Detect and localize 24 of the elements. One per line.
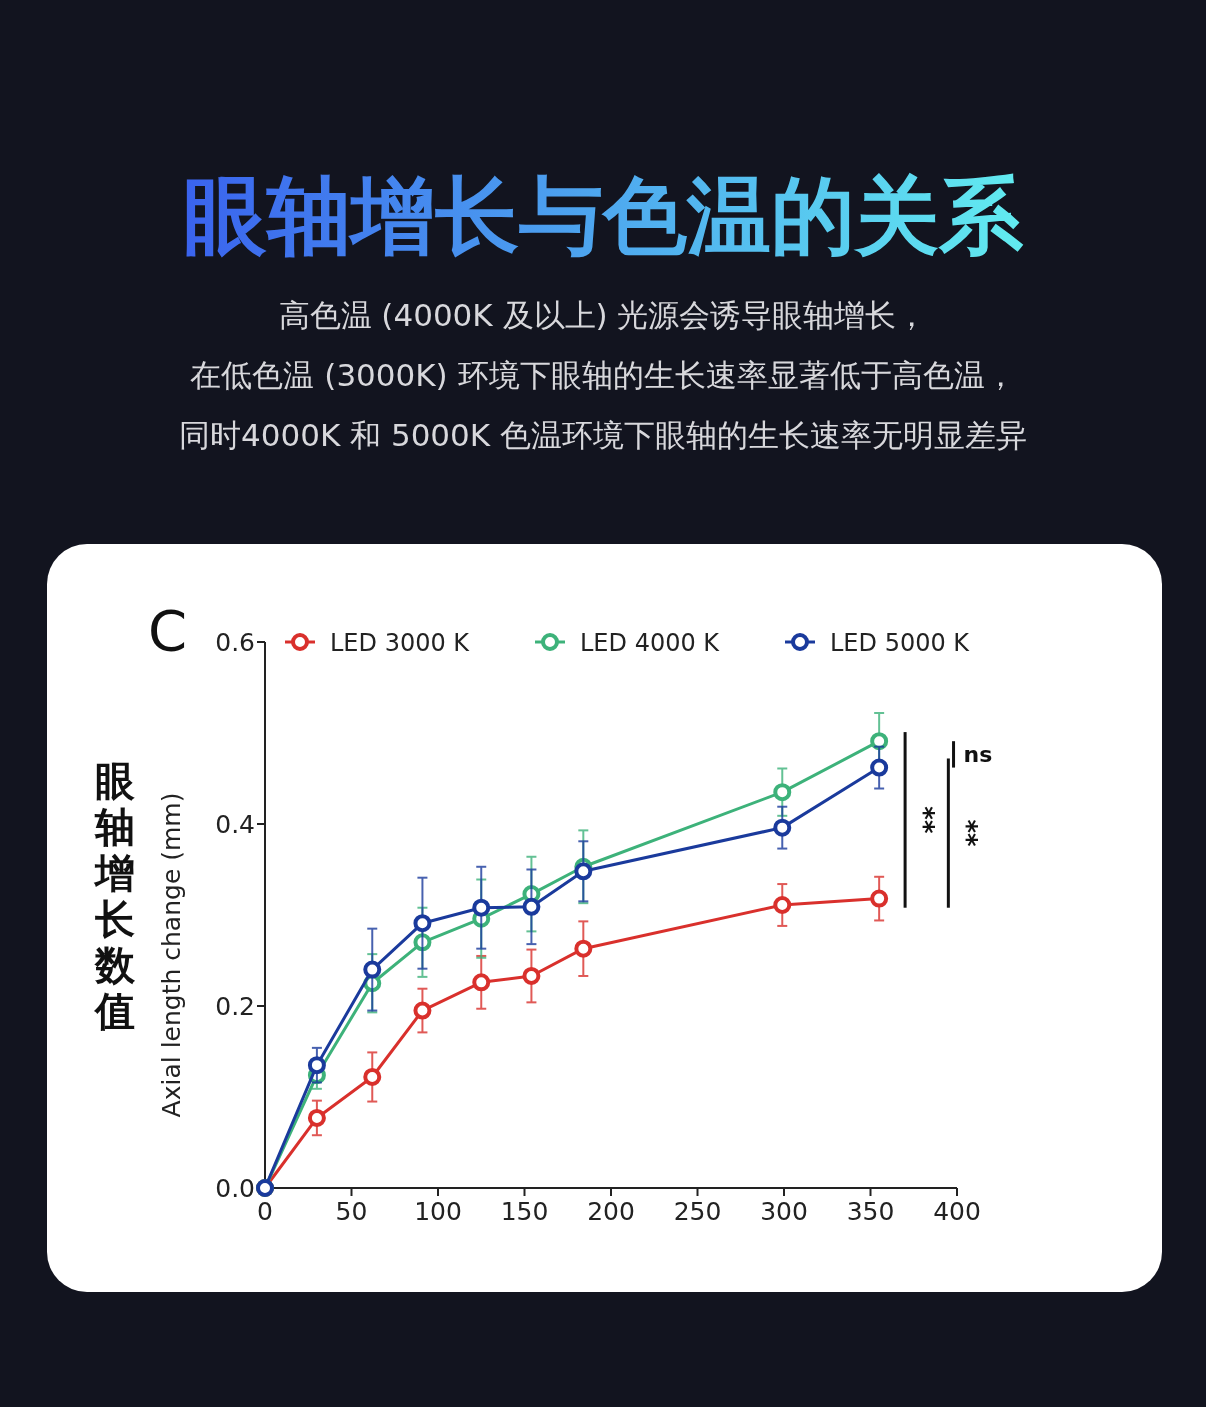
x-tick-label: 150 bbox=[500, 1197, 549, 1226]
y-tick-label: 0.0 bbox=[215, 1174, 255, 1203]
text: ns bbox=[963, 742, 993, 768]
chart-subtitle: 高色温 (4000K 及以上) 光源会诱导眼轴增长，在低色温 (3000K) 环境下眼轴的生长速率显著低于高色温，同时4000K 和 5000K 色温环境下眼轴的生长速率无明显差异 bbox=[178, 297, 1028, 453]
x-tick-label: 200 bbox=[587, 1197, 635, 1226]
x-tick-label: 300 bbox=[760, 1197, 808, 1226]
x-tick-label: 350 bbox=[846, 1197, 895, 1226]
x-tick-label: 0 bbox=[257, 1197, 273, 1226]
legend-label: LED 3000 K bbox=[330, 629, 471, 657]
text: 眼轴增长数值 bbox=[93, 758, 136, 1034]
legend-label: LED 4000 K bbox=[580, 629, 721, 657]
chart-title: 眼轴增长与色温的关系 bbox=[183, 167, 1024, 265]
y-axis-title: Axial length change (mm) bbox=[157, 792, 186, 1118]
y-tick-label: 0.6 bbox=[215, 628, 255, 657]
annotation: ** bbox=[909, 806, 940, 834]
y-tick-label: 0.4 bbox=[215, 810, 255, 839]
x-tick-label: 250 bbox=[673, 1197, 722, 1226]
text: C bbox=[148, 598, 188, 663]
legend-label: LED 5000 K bbox=[830, 629, 971, 657]
y-tick-label: 0.2 bbox=[215, 992, 255, 1021]
x-tick-label: 400 bbox=[933, 1197, 981, 1226]
x-tick-label: 50 bbox=[335, 1197, 368, 1226]
annotation: ** bbox=[952, 819, 983, 848]
x-tick-label: 100 bbox=[414, 1197, 462, 1226]
